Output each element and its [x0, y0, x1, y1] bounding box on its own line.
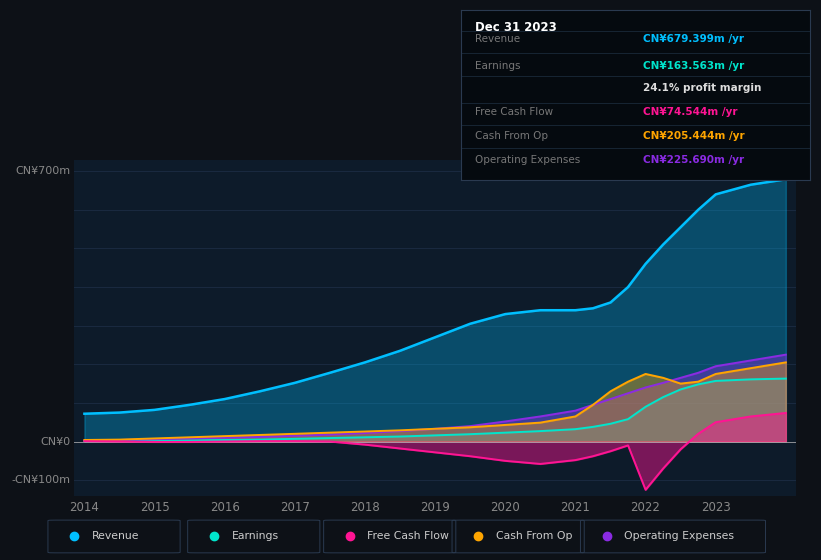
Text: Cash From Op: Cash From Op	[496, 531, 572, 542]
Text: Revenue: Revenue	[92, 531, 140, 542]
Text: Operating Expenses: Operating Expenses	[475, 155, 580, 165]
Text: CN¥679.399m /yr: CN¥679.399m /yr	[643, 34, 744, 44]
Text: Free Cash Flow: Free Cash Flow	[368, 531, 449, 542]
Text: Revenue: Revenue	[475, 34, 521, 44]
Text: Earnings: Earnings	[232, 531, 278, 542]
Text: CN¥0: CN¥0	[40, 437, 71, 446]
Text: CN¥205.444m /yr: CN¥205.444m /yr	[643, 131, 745, 141]
Text: -CN¥100m: -CN¥100m	[11, 475, 71, 485]
Text: Operating Expenses: Operating Expenses	[624, 531, 734, 542]
Text: CN¥163.563m /yr: CN¥163.563m /yr	[643, 61, 744, 71]
Text: Free Cash Flow: Free Cash Flow	[475, 107, 553, 117]
Text: CN¥74.544m /yr: CN¥74.544m /yr	[643, 107, 737, 117]
Text: 24.1% profit margin: 24.1% profit margin	[643, 83, 761, 93]
Text: Earnings: Earnings	[475, 61, 521, 71]
Text: Dec 31 2023: Dec 31 2023	[475, 21, 557, 35]
Text: CN¥700m: CN¥700m	[15, 166, 71, 176]
Text: CN¥225.690m /yr: CN¥225.690m /yr	[643, 155, 744, 165]
Text: Cash From Op: Cash From Op	[475, 131, 548, 141]
